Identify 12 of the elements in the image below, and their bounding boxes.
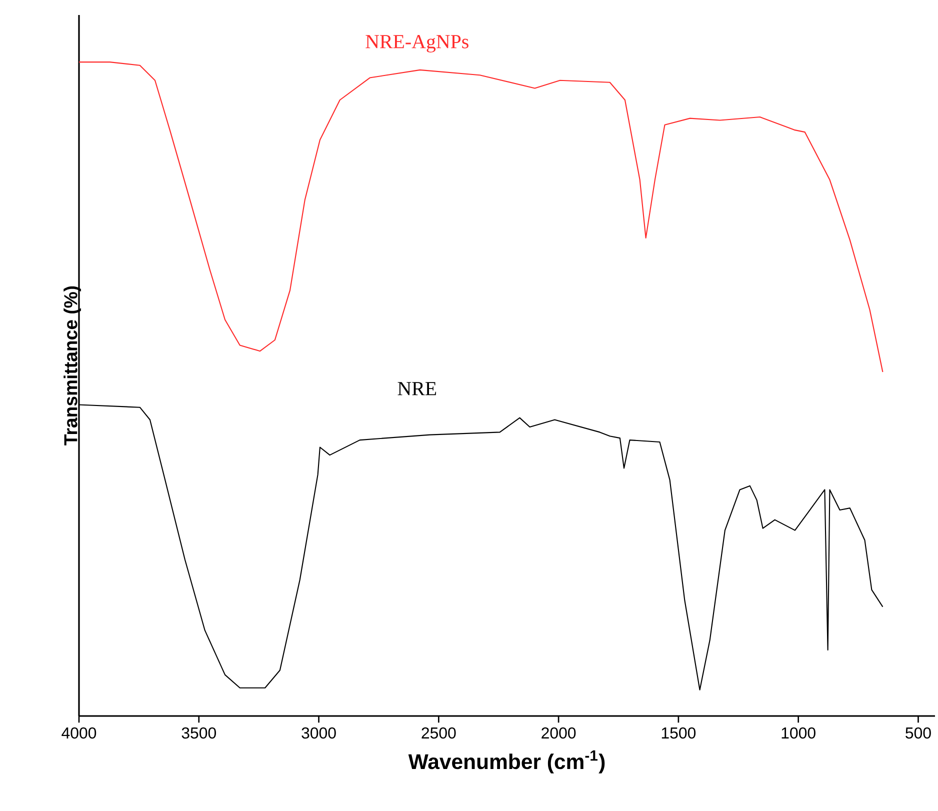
x-tick-label: 2500 — [422, 727, 456, 739]
y-axis-title: Transmittance (%) — [64, 286, 81, 446]
x-tick-label: 2000 — [542, 727, 576, 739]
x-tick-label: 500 — [906, 727, 931, 739]
x-axis-title: Wavenumber (cm$^{-1}$) — [408, 750, 605, 774]
x-tick-label: 1500 — [662, 727, 696, 739]
x-tick-label: 3500 — [182, 727, 216, 739]
series-label: NRE — [398, 382, 436, 396]
x-tick-label: 3000 — [302, 727, 336, 739]
x-tick-label: 1000 — [782, 727, 816, 739]
x-tick-label: 4000 — [62, 727, 96, 739]
series-label: NRE-AgNPs — [366, 35, 468, 52]
